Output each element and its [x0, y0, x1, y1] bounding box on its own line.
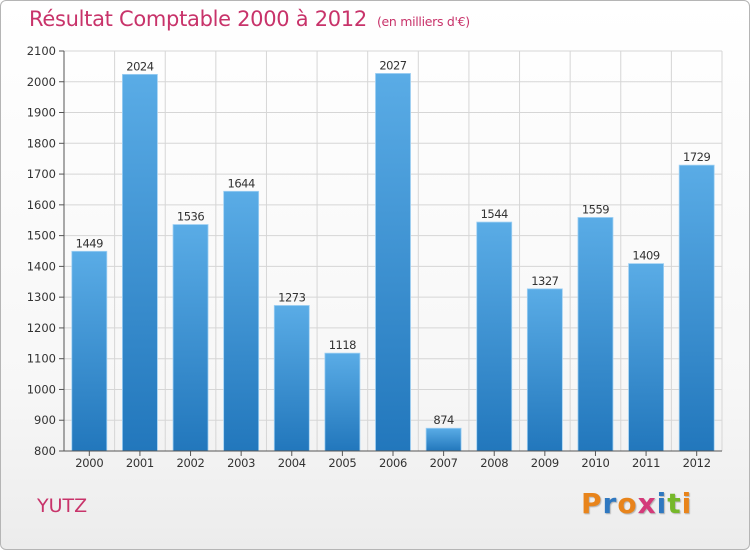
bar	[324, 352, 361, 452]
x-tick-label: 2005	[328, 456, 356, 470]
bar	[172, 224, 209, 452]
bar	[526, 288, 563, 452]
x-tick-label: 2006	[379, 456, 407, 470]
bar	[223, 190, 260, 452]
bar-value-label: 1449	[76, 236, 103, 250]
x-tick-label: 2008	[480, 456, 508, 470]
bar-value-label: 2024	[126, 59, 153, 73]
x-tick-label: 2009	[531, 456, 559, 470]
x-tick-label: 2001	[126, 456, 154, 470]
y-tick-label: 1500	[27, 229, 56, 243]
bar-value-label: 1536	[177, 210, 204, 224]
x-tick-label: 2004	[278, 456, 306, 470]
bar	[71, 250, 108, 452]
logo-letter: o	[617, 487, 638, 520]
y-tick-label: 1200	[27, 321, 56, 335]
bar	[678, 164, 715, 452]
bar-value-label: 1729	[683, 150, 710, 164]
bar	[628, 263, 664, 452]
bar-value-label: 1273	[278, 290, 305, 304]
x-tick-label: 2007	[430, 456, 458, 470]
bar-value-label: 1118	[329, 338, 356, 352]
logo-letter: x	[637, 487, 657, 520]
commune-name: YUTZ	[37, 495, 88, 517]
logo-letter: t	[667, 487, 682, 520]
bar-value-label: 2027	[379, 58, 406, 72]
bar-value-label: 1409	[632, 249, 659, 263]
bar-value-label: 1327	[531, 274, 558, 288]
y-tick-label: 800	[34, 444, 56, 458]
axes: 800 900 1000 1100 1200 1300 1400 1500 1600 1700 18…	[27, 44, 722, 470]
y-tick-label: 2000	[27, 75, 56, 89]
bar-value-label: 1544	[481, 207, 508, 221]
y-tick-label: 1100	[27, 352, 56, 366]
chart-title-unit: (en milliers d'€)	[376, 14, 470, 29]
logo-letter: P	[581, 487, 603, 520]
y-tick-label: 1700	[27, 167, 56, 181]
x-tick-label: 2010	[581, 456, 609, 470]
logo-letter: i	[681, 487, 693, 520]
bars: 1449 2024 1536 1644 1273 1118 2027 874 1544 1327 1…	[71, 58, 715, 452]
bar	[425, 427, 462, 452]
bar-value-label: 874	[433, 413, 454, 427]
bar	[273, 305, 310, 452]
logo-letter: r	[602, 487, 618, 520]
logo-letter: i	[656, 487, 668, 520]
bar	[122, 73, 158, 452]
proxiti-logo: Proxiti	[581, 487, 692, 520]
x-tick-label: 2011	[632, 456, 660, 470]
x-tick-label: 2000	[75, 456, 103, 470]
bar	[476, 221, 513, 452]
y-tick-label: 1600	[27, 198, 56, 212]
chart-title: Résultat Comptable 2000 à 2012 (en millie…	[29, 7, 470, 31]
y-tick-label: 900	[34, 413, 56, 427]
bar-value-label: 1644	[228, 176, 255, 190]
y-tick-label: 1900	[27, 106, 56, 120]
y-tick-label: 2100	[27, 44, 56, 58]
chart-title-main: Résultat Comptable 2000 à 2012	[29, 7, 367, 31]
x-tick-label: 2002	[176, 456, 204, 470]
y-tick-label: 1800	[27, 136, 56, 150]
y-tick-label: 1300	[27, 290, 56, 304]
bar	[375, 73, 411, 452]
x-tick-label: 2003	[227, 456, 255, 470]
bar-value-label: 1559	[582, 202, 609, 216]
y-tick-label: 1000	[27, 382, 56, 396]
bar	[577, 217, 614, 452]
y-tick-label: 1400	[27, 259, 56, 273]
x-tick-label: 2012	[683, 456, 711, 470]
